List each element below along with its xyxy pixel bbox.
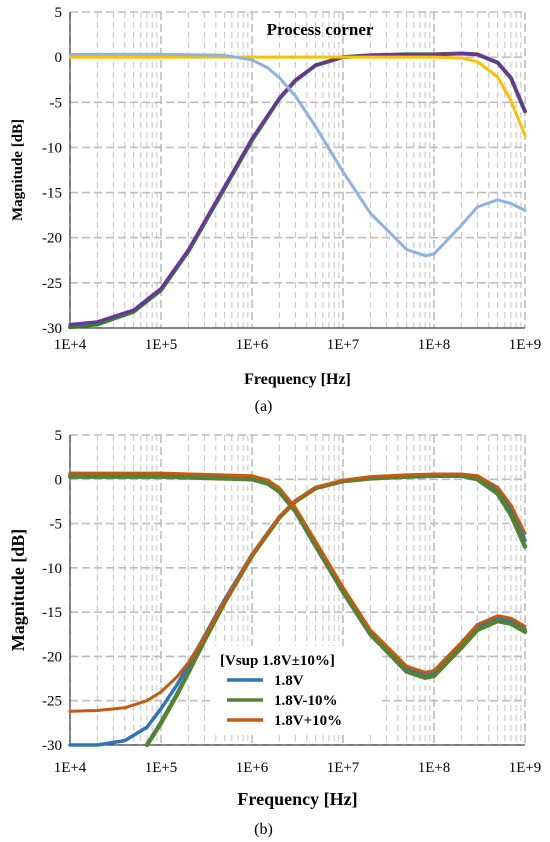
chart-title: Process corner	[267, 20, 374, 39]
legend-label: 1.8V+10%	[274, 713, 342, 729]
y-tick-label: 5	[55, 428, 63, 444]
x-tick-label: 1E+9	[509, 760, 542, 776]
plot-area	[70, 12, 525, 328]
series-line-4	[68, 52, 527, 258]
y-tick-label: 5	[55, 5, 63, 21]
x-tick-label: 1E+4	[54, 337, 87, 353]
legend-title: [Vsup 1.8V±10%]	[220, 653, 335, 669]
x-axis-label: Frequency [Hz]	[237, 789, 357, 809]
y-tick-label: -20	[42, 231, 62, 247]
y-tick-label: -30	[42, 738, 62, 754]
y-tick-label: -5	[50, 517, 63, 533]
x-axis-label: Frequency [Hz]	[244, 371, 351, 388]
series-line-4	[67, 474, 528, 680]
legend: [Vsup 1.8V±10%] 1.8V 1.8V-10% 1.8V+10%	[212, 646, 380, 734]
x-tick-label: 1E+6	[236, 337, 269, 353]
figure-caption: (a)	[255, 398, 273, 415]
x-tick-label: 1E+5	[145, 760, 178, 776]
x-tick-label: 1E+8	[418, 760, 451, 776]
series-group	[67, 471, 528, 748]
series-group	[68, 51, 527, 330]
x-tick-label: 1E+5	[145, 337, 178, 353]
y-tick-label: -10	[42, 140, 62, 156]
x-tick-label: 1E+9	[509, 337, 542, 353]
x-tick-label: 1E+6	[236, 760, 269, 776]
grid	[69, 434, 526, 746]
y-axis-label: Magnitude [dB]	[8, 529, 28, 652]
chart-panel-b: 1E+4 1E+5 1E+6 1E+7 1E+8 1E+9 5 0 -5 -10 -15 -20 -25…	[8, 428, 541, 838]
legend-label: 1.8V	[274, 673, 304, 689]
series-line-6	[68, 471, 527, 674]
y-tick-label: -25	[42, 694, 62, 710]
x-tick-label: 1E+7	[327, 337, 360, 353]
y-tick-label: -30	[42, 321, 62, 337]
y-axis-label: Magnitude [dB]	[10, 119, 26, 221]
x-tick-label: 1E+4	[54, 760, 87, 776]
series-line-2	[68, 52, 527, 326]
y-tick-label: 0	[55, 472, 63, 488]
legend-label: 1.8V-10%	[274, 693, 337, 709]
y-tick-label: -5	[50, 95, 63, 111]
x-tick-label: 1E+7	[327, 760, 360, 776]
y-tick-label: -10	[42, 561, 62, 577]
y-tick-label: -15	[42, 186, 62, 202]
y-tick-label: 0	[55, 50, 63, 66]
y-tick-label: -15	[42, 605, 62, 621]
y-tick-label: -25	[42, 276, 62, 292]
series-line-3	[68, 55, 527, 138]
series-line-5	[68, 472, 527, 713]
x-tick-label: 1E+8	[418, 337, 451, 353]
y-tick-label: -20	[42, 649, 62, 665]
chart-panel-a: 1E+4 1E+5 1E+6 1E+7 1E+8 1E+9 5 0 -5 -10 -15 -20 -25…	[10, 5, 541, 415]
figure-caption: (b)	[254, 821, 273, 838]
